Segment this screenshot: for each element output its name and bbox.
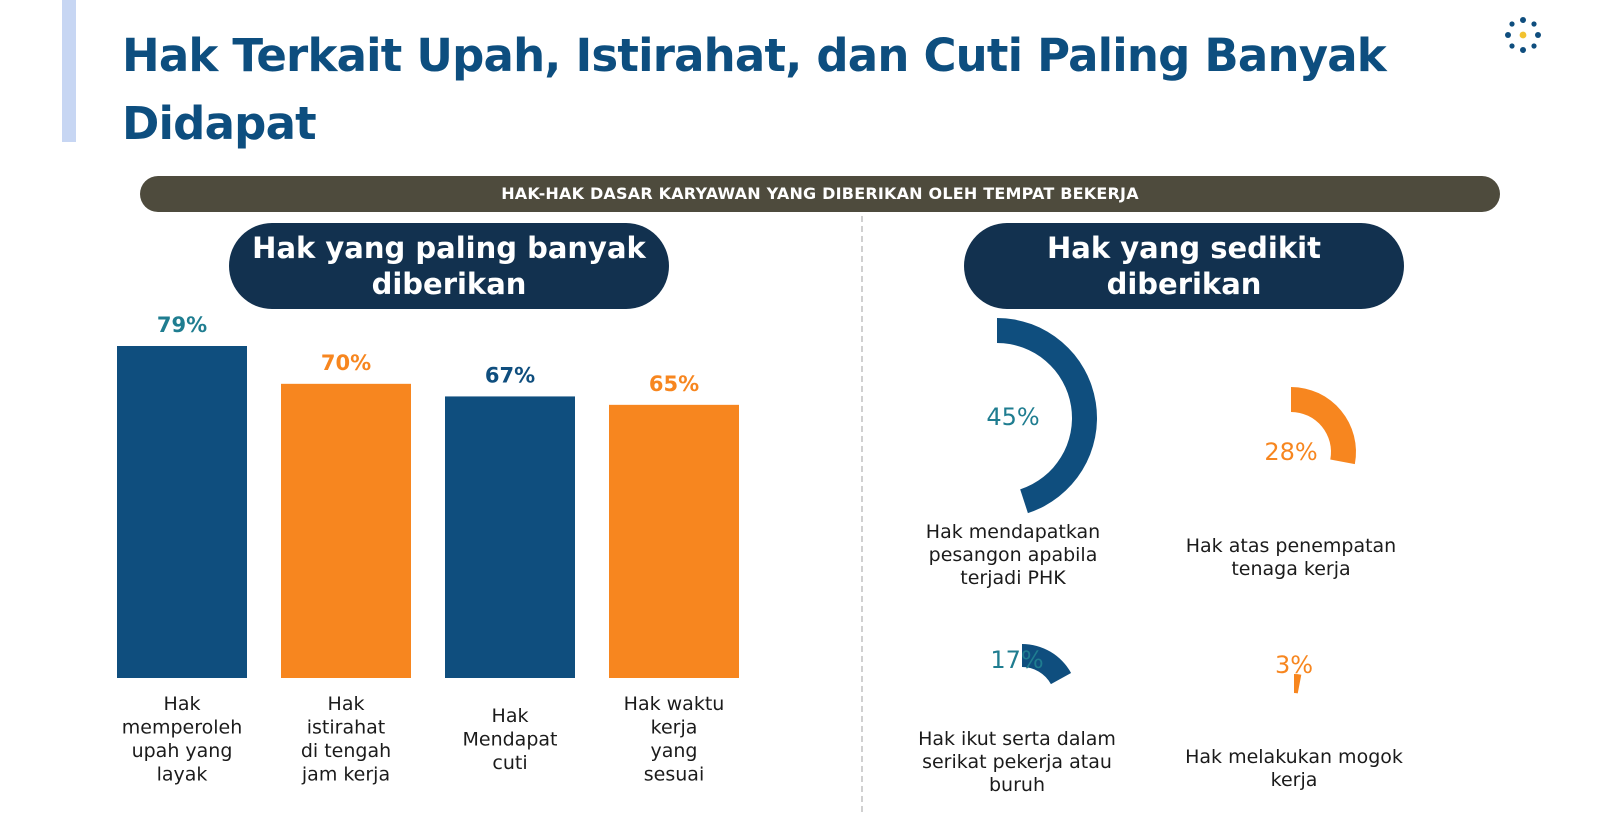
section-banner: HAK-HAK DASAR KARYAWAN YANG DIBERIKAN OL…: [140, 176, 1500, 212]
bar-category-label: Mendapat: [463, 728, 558, 750]
most-given-header: Hak yang paling banyak diberikan: [229, 223, 669, 309]
bar-category-label: upah yang: [132, 740, 233, 762]
bar-category-label: Hak waktu: [624, 693, 725, 715]
arc-segment-3: [1022, 644, 1072, 685]
arc-category-label: pesangon apabila: [929, 544, 1098, 566]
arc-value-label: 28%: [1264, 438, 1317, 466]
arc-category-label: serikat pekerja atau: [922, 751, 1112, 773]
arc-category-label: buruh: [989, 774, 1045, 796]
bar-1: [117, 346, 247, 678]
arc-value-label: 3%: [1275, 651, 1313, 679]
bar-value-label: 65%: [649, 372, 699, 396]
bar-category-label: Hak: [328, 693, 365, 715]
arc-segment-2: [1291, 387, 1356, 465]
bar-category-label: istirahat: [307, 717, 386, 739]
bar-category-label: jam kerja: [301, 764, 390, 786]
bar-category-label: di tengah: [301, 740, 391, 762]
arc-category-label: tenaga kerja: [1231, 558, 1350, 580]
bar-category-label: yang: [651, 740, 698, 762]
arc-value-label: 17%: [990, 646, 1043, 674]
arc-segment-4: [1294, 674, 1302, 694]
bar-category-label: Hak: [164, 693, 201, 715]
most-given-header-text: Hak yang paling banyak diberikan: [252, 231, 646, 301]
bar-3: [445, 396, 575, 678]
page-title: Hak Terkait Upah, Istirahat, dan Cuti Pa…: [122, 29, 1387, 150]
bar-category-label: Hak: [492, 705, 529, 727]
least-given-header-text: Hak yang sedikit diberikan: [1047, 231, 1321, 301]
arc-category-label: terjadi PHK: [960, 567, 1066, 589]
bar-category-label: layak: [157, 764, 208, 786]
section-divider: [861, 216, 863, 812]
arc-category-label: Hak atas penempatan: [1186, 535, 1396, 557]
bar-category-label: memperoleh: [122, 717, 243, 739]
arc-category-label: Hak melakukan mogok: [1185, 746, 1403, 768]
arc-segment-1: [997, 318, 1097, 514]
arc-value-label: 45%: [986, 403, 1039, 431]
bar-value-label: 67%: [485, 363, 535, 387]
title-accent-bar: [62, 0, 76, 142]
bar-category-label: cuti: [492, 752, 527, 774]
arc-category-label: Hak mendapatkan: [926, 521, 1100, 543]
least-given-header: Hak yang sedikit diberikan: [964, 223, 1404, 309]
bar-2: [281, 383, 411, 678]
bar-category-label: sesuai: [644, 764, 704, 786]
arc-category-label: Hak ikut serta dalam: [918, 728, 1116, 750]
bar-value-label: 70%: [321, 351, 371, 375]
arc-category-label: kerja: [1271, 769, 1318, 791]
bar-category-label: kerja: [651, 717, 698, 739]
dots-logo-icon: [1505, 17, 1541, 53]
bar-value-label: 79%: [157, 313, 207, 337]
bar-4: [609, 404, 739, 678]
